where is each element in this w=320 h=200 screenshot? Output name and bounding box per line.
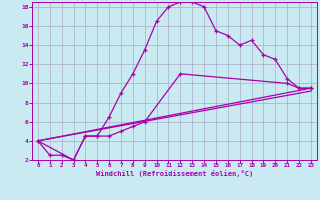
X-axis label: Windchill (Refroidissement éolien,°C): Windchill (Refroidissement éolien,°C) — [96, 170, 253, 177]
